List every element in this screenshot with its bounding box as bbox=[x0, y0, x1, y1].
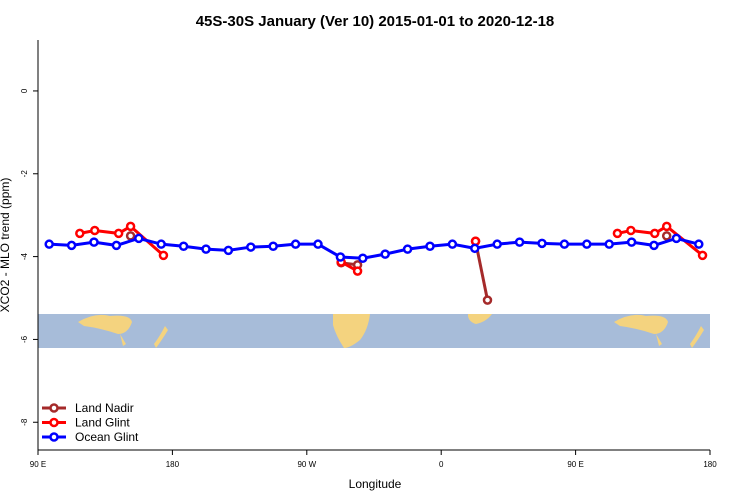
y-tick-label: 0 bbox=[20, 88, 29, 93]
data-point bbox=[156, 239, 166, 249]
data-point bbox=[447, 239, 458, 249]
x-axis-label: Longitude bbox=[349, 477, 402, 491]
data-point bbox=[537, 238, 547, 249]
x-tick-label: 90 E bbox=[30, 460, 46, 469]
data-point bbox=[694, 239, 704, 249]
data-point bbox=[661, 221, 672, 232]
legend-marker bbox=[49, 417, 59, 428]
y-tick-label: -6 bbox=[20, 335, 29, 343]
x-tick-label: 90 E bbox=[567, 460, 583, 469]
y-tick-label: -2 bbox=[20, 170, 29, 178]
y-tick-label: -4 bbox=[20, 252, 29, 260]
data-point bbox=[612, 228, 623, 239]
data-point bbox=[125, 231, 136, 241]
data-point bbox=[75, 228, 85, 239]
data-point bbox=[290, 239, 301, 249]
legend-marker bbox=[49, 432, 59, 442]
data-point bbox=[559, 239, 570, 249]
data-point bbox=[201, 244, 211, 254]
data-point bbox=[582, 239, 592, 249]
legend-label: Land Nadir bbox=[75, 401, 134, 415]
data-point bbox=[44, 239, 54, 249]
x-tick-label: 0 bbox=[439, 460, 444, 469]
data-point bbox=[66, 240, 77, 251]
data-point bbox=[313, 239, 323, 249]
data-point bbox=[158, 250, 169, 261]
data-point bbox=[380, 249, 390, 259]
x-tick-label: 180 bbox=[166, 460, 180, 469]
data-point bbox=[482, 295, 493, 305]
data-point bbox=[470, 243, 480, 254]
data-point bbox=[223, 245, 234, 256]
x-tick-label: 90 W bbox=[297, 460, 316, 469]
legend-label: Ocean Glint bbox=[75, 430, 139, 444]
data-point bbox=[89, 225, 100, 236]
data-point bbox=[111, 240, 122, 251]
y-axis-label: XCO2 - MLO trend (ppm) bbox=[0, 178, 12, 313]
legend-marker bbox=[49, 403, 59, 413]
series-line bbox=[49, 236, 700, 260]
data-point bbox=[268, 241, 278, 251]
data-point bbox=[492, 239, 502, 249]
data-point bbox=[697, 250, 708, 261]
data-point bbox=[134, 233, 144, 244]
data-point bbox=[626, 237, 637, 247]
data-point bbox=[626, 225, 636, 236]
data-point bbox=[113, 228, 124, 239]
data-point bbox=[649, 228, 660, 239]
data-point bbox=[402, 244, 413, 254]
data-point bbox=[352, 266, 363, 276]
legend-label: Land Glint bbox=[75, 416, 130, 430]
chart-title: 45S-30S January (Ver 10) 2015-01-01 to 2… bbox=[196, 13, 555, 30]
data-point bbox=[358, 253, 368, 264]
data-point bbox=[178, 241, 189, 251]
y-tick-label: -8 bbox=[20, 418, 29, 426]
data-point bbox=[246, 242, 256, 252]
data-point bbox=[604, 239, 614, 249]
data-point bbox=[335, 252, 346, 262]
data-point bbox=[671, 233, 682, 244]
data-point bbox=[125, 221, 136, 232]
x-tick-label: 180 bbox=[703, 460, 717, 469]
data-point bbox=[649, 240, 659, 251]
map-strip bbox=[38, 314, 710, 348]
data-point bbox=[89, 237, 99, 247]
data-point bbox=[514, 237, 525, 247]
data-point bbox=[425, 241, 435, 251]
data-point bbox=[661, 231, 672, 241]
